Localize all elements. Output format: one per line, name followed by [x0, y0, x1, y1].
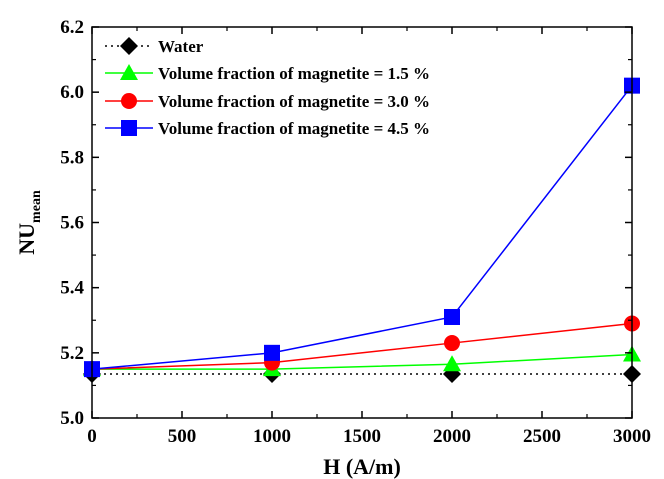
data-point — [264, 344, 280, 361]
series-line — [91, 85, 633, 370]
x-tick-label: 0 — [87, 426, 97, 447]
y-axis-title: NUmean — [14, 190, 44, 255]
y-tick-label: 5.4 — [60, 278, 84, 299]
data-point — [443, 355, 461, 372]
x-tick-label: 500 — [168, 426, 197, 447]
legend-marker — [120, 37, 138, 55]
y-tick-label: 5.6 — [60, 213, 84, 234]
series-line — [91, 322, 633, 370]
legend-item-1: Water — [105, 37, 204, 56]
legend: Water Volume fraction of magnetite = 1.5 … — [105, 37, 430, 138]
x-tick-label: 1000 — [253, 426, 291, 447]
legend-label: Volume fraction of magnetite = 3.0 % — [158, 92, 430, 111]
legend-label: Volume fraction of magnetite = 4.5 % — [158, 119, 430, 138]
y-axis-title-main: NU — [14, 223, 39, 255]
legend-marker — [121, 120, 137, 136]
series-3 — [84, 315, 640, 378]
legend-item-3: Volume fraction of magnetite = 3.0 % — [105, 92, 430, 111]
y-tick-label: 5.0 — [60, 408, 84, 429]
series-1 — [83, 365, 641, 384]
legend-label: Volume fraction of magnetite = 1.5 % — [158, 64, 430, 83]
legend-marker — [120, 64, 138, 80]
y-tick-label: 5.2 — [60, 343, 84, 364]
legend-marker — [121, 93, 137, 109]
axis-ticks: 0 500 1000 1500 2000 2500 3000 5.0 5.2 5.4 5.6 5.8 6… — [60, 17, 651, 447]
x-tick-label: 2500 — [523, 426, 561, 447]
y-tick-label: 6.2 — [60, 17, 84, 38]
series-line — [92, 353, 633, 370]
x-axis-title: H (A/m) — [323, 454, 401, 479]
legend-item-4: Volume fraction of magnetite = 4.5 % — [105, 119, 430, 138]
x-tick-label: 2000 — [433, 426, 471, 447]
x-tick-label: 3000 — [613, 426, 651, 447]
legend-item-2: Volume fraction of magnetite = 1.5 % — [105, 64, 430, 83]
x-tick-label: 1500 — [343, 426, 381, 447]
series-2 — [83, 345, 641, 377]
data-point — [444, 335, 460, 352]
y-tick-label: 5.8 — [60, 147, 84, 168]
data-point — [444, 308, 460, 325]
y-tick-label: 6.0 — [60, 82, 84, 103]
legend-label: Water — [158, 37, 204, 56]
y-axis-title-subscript: mean — [29, 190, 44, 223]
